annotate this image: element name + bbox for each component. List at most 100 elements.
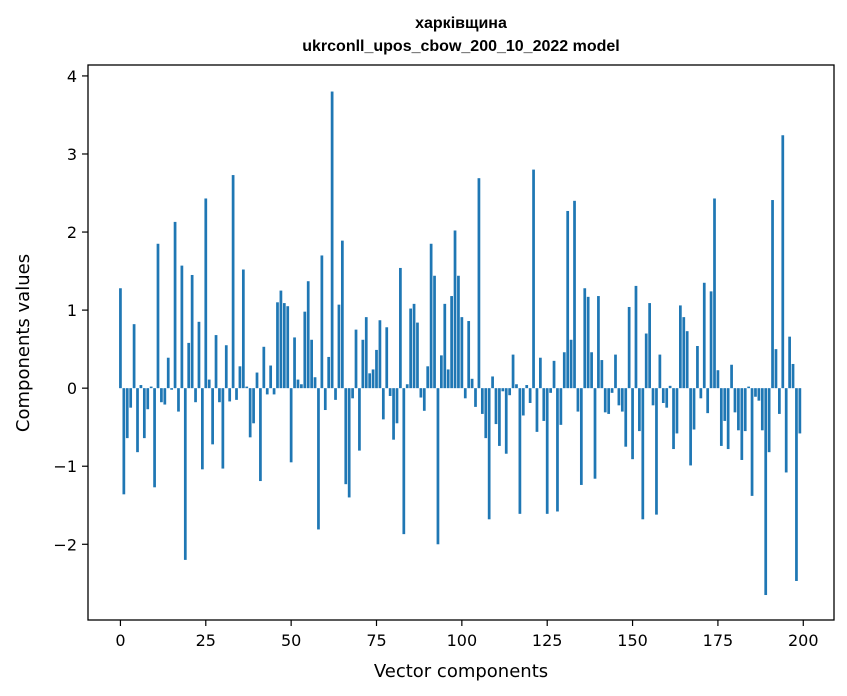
bar-84 — [405, 384, 409, 389]
bar-6 — [139, 385, 143, 389]
bar-46 — [276, 302, 279, 389]
bar-86 — [412, 303, 416, 389]
x-tick-label: 200 — [788, 631, 819, 650]
bar-20 — [187, 342, 191, 389]
bar-163 — [675, 388, 679, 434]
y-tick-label: 3 — [67, 145, 77, 164]
bar-16 — [173, 221, 177, 389]
bar-101 — [463, 388, 467, 399]
bar-65 — [340, 240, 344, 389]
bar-68 — [351, 388, 354, 399]
y-tick-label: 0 — [67, 379, 77, 398]
bar-79 — [388, 388, 392, 396]
bar-39 — [252, 388, 255, 424]
bar-173 — [709, 291, 713, 389]
bar-93 — [436, 388, 440, 545]
bar-33 — [231, 175, 235, 389]
bar-87 — [416, 322, 419, 389]
bar-85 — [409, 308, 413, 389]
bar-146 — [617, 388, 621, 406]
bar-44 — [269, 365, 273, 389]
bar-13 — [163, 388, 167, 405]
bar-90 — [426, 366, 430, 389]
x-axis-ticks: 0 25 50 75 100 125 150 175 200 — [115, 620, 819, 650]
bar-138 — [590, 352, 593, 389]
bar-50 — [289, 388, 293, 463]
bar-169 — [696, 346, 699, 389]
bar-176 — [719, 388, 723, 446]
bar-136 — [583, 288, 587, 389]
bar-98 — [453, 230, 457, 389]
bar-159 — [661, 388, 665, 403]
bar-4 — [132, 324, 136, 389]
bar-160 — [665, 388, 669, 408]
bar-198 — [795, 388, 798, 581]
bar-40 — [255, 372, 259, 389]
bar-83 — [402, 388, 406, 535]
bar-52 — [296, 379, 300, 389]
bar-54 — [303, 311, 307, 389]
x-tick-label: 25 — [196, 631, 216, 650]
bar-133 — [573, 200, 576, 389]
bar-106 — [480, 388, 484, 414]
bar-167 — [689, 388, 692, 466]
bar-21 — [190, 274, 194, 389]
bar-155 — [648, 303, 651, 389]
bar-128 — [556, 388, 559, 512]
bar-174 — [713, 198, 716, 389]
bar-2 — [125, 388, 129, 439]
bar-91 — [429, 243, 433, 389]
bar-77 — [381, 388, 385, 420]
bar-7 — [142, 388, 146, 439]
bar-102 — [467, 321, 471, 389]
bar-66 — [344, 388, 348, 485]
bar-8 — [146, 388, 150, 410]
y-tick-label: −1 — [53, 457, 77, 476]
bar-154 — [644, 333, 648, 389]
bar-37 — [245, 386, 249, 389]
bar-152 — [638, 388, 641, 432]
bar-71 — [361, 339, 365, 389]
bar-178 — [726, 388, 730, 450]
bar-144 — [610, 388, 614, 393]
bar-35 — [238, 366, 242, 389]
bar-170 — [699, 388, 703, 399]
bar-103 — [470, 378, 474, 389]
bar-113 — [504, 388, 508, 454]
bar-193 — [778, 388, 781, 414]
bar-190 — [767, 388, 771, 453]
bar-56 — [310, 339, 313, 389]
bar-58 — [317, 388, 320, 530]
bar-36 — [241, 269, 245, 389]
bar-131 — [566, 210, 570, 389]
bar-158 — [658, 354, 662, 389]
bar-181 — [737, 388, 740, 431]
bar-19 — [183, 388, 187, 560]
bar-63 — [334, 388, 337, 400]
bar-26 — [207, 379, 211, 389]
bar-110 — [494, 388, 498, 425]
bar-81 — [395, 388, 399, 424]
bar-108 — [487, 388, 491, 520]
x-tick-label: 100 — [447, 631, 478, 650]
bar-168 — [692, 388, 696, 430]
bar-12 — [160, 388, 163, 403]
bar-188 — [760, 388, 764, 431]
bar-195 — [784, 388, 788, 473]
bar-0 — [119, 288, 122, 389]
bar-186 — [754, 388, 757, 397]
bar-147 — [620, 388, 624, 412]
bar-164 — [679, 305, 682, 389]
bar-157 — [655, 388, 658, 515]
bar-177 — [723, 388, 727, 421]
x-tick-label: 125 — [532, 631, 563, 650]
bar-182 — [740, 388, 744, 460]
bar-67 — [347, 388, 351, 498]
chart-subtitle: ukrconll_upos_cbow_200_10_2022 model — [302, 38, 619, 55]
bar-74 — [371, 369, 375, 389]
y-axis-label: Components values — [13, 254, 34, 432]
bar-119 — [525, 385, 529, 389]
bar-126 — [549, 388, 552, 393]
bars-group — [119, 91, 802, 596]
